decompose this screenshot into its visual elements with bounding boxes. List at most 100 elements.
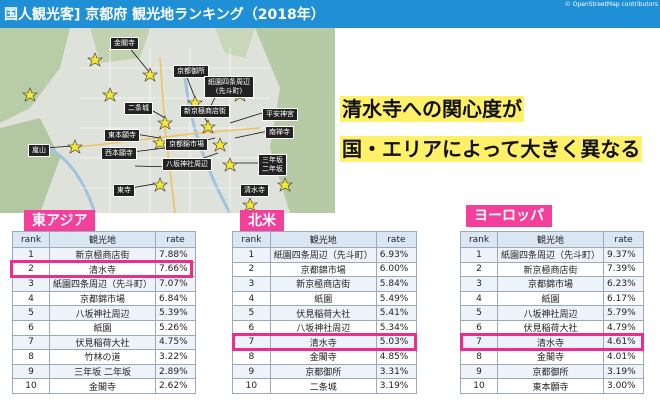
- rate-cell: 5.79%: [603, 305, 644, 321]
- name-cell: 紙園: [49, 319, 157, 336]
- table-row: 6 紙園 5.26%: [11, 319, 196, 336]
- headline-line-2: 国・エリアによって大きく異なる: [340, 136, 643, 162]
- rank-cell: 1: [459, 247, 499, 263]
- table-row: 6 伏見稲荷大社 4.79%: [459, 319, 644, 336]
- rank-cell: 1: [11, 247, 51, 263]
- table-header-row: rank 観光地 rate: [11, 231, 196, 248]
- rank-cell: 2: [232, 261, 271, 278]
- rank-cell: 9: [459, 363, 499, 380]
- map-label-toji: 東寺: [113, 184, 135, 197]
- rank-cell: 6: [232, 319, 271, 336]
- rank-cell: 9: [232, 363, 271, 380]
- table-row: 1 新京極商店街 7.88%: [11, 247, 196, 263]
- table-row: 3 紙園四条周辺（先斗町） 7.07%: [11, 276, 196, 292]
- map-label-heian-jingu: 平安神宮: [262, 108, 298, 121]
- map-label-nanzenji: 南禅寺: [265, 126, 294, 139]
- rate-cell: 7.66%: [155, 261, 196, 278]
- rank-cell: 3: [11, 276, 51, 292]
- star-marker: [200, 119, 216, 134]
- rate-cell: 4.79%: [603, 319, 644, 336]
- name-cell: 紙園: [269, 290, 377, 307]
- rank-cell: 6: [459, 319, 499, 336]
- rate-cell: 3.19%: [603, 363, 644, 380]
- star-marker: [87, 52, 103, 67]
- rank-cell: 8: [459, 349, 499, 365]
- map-label-shinkyogoku: 新京極商店街: [180, 105, 230, 118]
- star-marker: [142, 67, 158, 82]
- table-row: 9 京都御所 3.31%: [232, 363, 418, 380]
- name-cell: 京都錦市場: [49, 290, 157, 307]
- rank-cell: 5: [232, 305, 271, 321]
- table-row: 10 金閣寺 2.62%: [11, 378, 196, 394]
- name-cell: 金閣寺: [497, 349, 605, 365]
- name-cell: 紙園: [497, 290, 605, 307]
- table-row: 9 三年坂 二年坂 2.89%: [11, 363, 196, 380]
- name-cell: 新京極商店街: [49, 247, 157, 263]
- name-cell: 清水寺: [269, 334, 377, 351]
- rate-cell: 5.26%: [155, 319, 196, 336]
- rank-cell: 5: [459, 305, 499, 321]
- table-row: 2 京都錦市場 6.00%: [232, 261, 418, 278]
- name-cell: 八坂神社周辺: [497, 305, 605, 321]
- map-label-gosho: 京都御所: [173, 65, 209, 78]
- map-label-nijojo: 二条城: [124, 102, 153, 115]
- ranking-table-europe: rank 観光地 rate 1 紙園四条周辺（先斗町） 9.37% 2 新京極商店街 7…: [459, 231, 644, 394]
- name-cell: 二条城: [269, 378, 377, 394]
- rank-cell: 10: [459, 378, 499, 394]
- table-row: 8 金閣寺 4.01%: [459, 349, 644, 365]
- ranking-table-north-america: rank 観光地 rate 1 紙園四条周辺（先斗町） 6.93% 2 京都錦市場 6.…: [232, 231, 418, 394]
- map-label-nishi-honganji: 西本願寺: [101, 147, 137, 160]
- name-cell: 清水寺: [497, 334, 605, 351]
- page-title: 国人観光客] 京都府 観光地ランキング（2018年）: [4, 7, 325, 23]
- name-cell: 金閣寺: [49, 378, 157, 394]
- map-label-kiyomizudera: 清水寺: [240, 184, 269, 197]
- rate-cell: 6.23%: [603, 276, 644, 292]
- rate-cell: 7.39%: [603, 261, 644, 278]
- rate-cell: 2.62%: [155, 378, 196, 394]
- map-label-yasaka: 八坂神社周辺: [162, 158, 212, 171]
- ranking-table-east-asia: rank 観光地 rate 1 新京極商店街 7.88% 2 清水寺 7.66% 3 紙園…: [11, 231, 196, 394]
- star-marker: [242, 197, 258, 212]
- star-marker: [157, 115, 173, 130]
- rate-cell: 4.61%: [603, 334, 644, 351]
- star-marker: [222, 157, 238, 172]
- region-tag-europe: ヨーロッパ: [466, 205, 552, 227]
- table-row: 2 清水寺 7.66%: [11, 261, 196, 278]
- rank-cell: 2: [11, 261, 51, 278]
- rank-cell: 4: [459, 290, 499, 307]
- table-row: 5 伏見稲荷大社 5.41%: [232, 305, 418, 321]
- name-cell: 清水寺: [49, 261, 157, 278]
- table-row: 4 京都錦市場 6.84%: [11, 290, 196, 307]
- rate-cell: 6.00%: [375, 261, 418, 278]
- table-row: 10 東本願寺 3.00%: [459, 378, 644, 394]
- column-header-rate: rate: [603, 231, 644, 248]
- rate-cell: 3.19%: [375, 378, 418, 394]
- name-cell: 新京極商店街: [497, 261, 605, 278]
- map-label-higashi-honganji: 東本願寺: [104, 129, 140, 142]
- table-row: 1 紙園四条周辺（先斗町） 6.93%: [232, 247, 418, 263]
- table-row: 1 紙園四条周辺（先斗町） 9.37%: [459, 247, 644, 263]
- rate-cell: 3.31%: [375, 363, 418, 380]
- star-marker: [102, 87, 118, 102]
- rank-cell: 4: [232, 290, 271, 307]
- star-marker: [212, 137, 228, 152]
- name-cell: 八坂神社周辺: [269, 319, 377, 336]
- name-cell: 三年坂 二年坂: [49, 363, 157, 380]
- column-header-rate: rate: [155, 231, 196, 248]
- rate-cell: 9.37%: [603, 247, 644, 263]
- rank-cell: 7: [459, 334, 499, 351]
- rank-cell: 10: [11, 378, 51, 394]
- rate-cell: 6.84%: [155, 290, 196, 307]
- star-marker: [277, 177, 293, 192]
- star-marker: [67, 139, 83, 154]
- column-header-rate: rate: [375, 231, 418, 248]
- column-header-rank: rank: [459, 231, 499, 248]
- rank-cell: 3: [459, 276, 499, 292]
- table-row: 10 二条城 3.19%: [232, 378, 418, 394]
- map-label-sannenzaka: 三年坂 二年坂: [258, 154, 287, 176]
- column-header-name: 観光地: [497, 231, 605, 248]
- rate-cell: 5.84%: [375, 276, 418, 292]
- region-tag-north-america: 北米: [240, 210, 284, 232]
- rate-cell: 3.22%: [155, 349, 196, 365]
- table-row: 8 竹林の道 3.22%: [11, 349, 196, 365]
